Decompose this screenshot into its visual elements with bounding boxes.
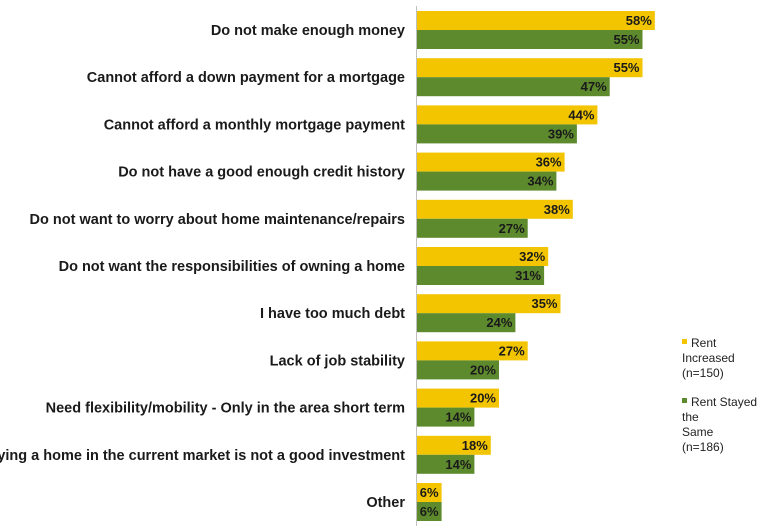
bar-rent-same xyxy=(417,30,643,49)
bar-rent-increased xyxy=(417,294,561,314)
data-label: 6% xyxy=(420,485,439,500)
data-label: 27% xyxy=(499,221,525,236)
legend-swatch-rent-increased xyxy=(682,339,687,344)
data-label: 6% xyxy=(420,504,439,519)
bar-rent-increased xyxy=(417,435,491,455)
data-label: 24% xyxy=(486,315,512,330)
data-label: 44% xyxy=(568,107,594,122)
bar-rent-same xyxy=(417,454,475,474)
category-label: Cannot afford a down payment for a mortg… xyxy=(87,70,405,86)
bar-rent-same xyxy=(417,360,499,380)
category-label: Cannot afford a monthly mortgage payment xyxy=(104,117,405,133)
bar-rent-same xyxy=(417,266,545,285)
data-label: 31% xyxy=(515,268,541,283)
legend-item-rent-increased: Rent Increased (n=150) xyxy=(682,336,758,381)
bar-rent-same xyxy=(417,124,577,144)
data-label: 38% xyxy=(544,202,570,217)
category-label: Do not make enough money xyxy=(211,23,405,39)
data-label: 55% xyxy=(613,32,639,47)
bars-group: Do not make enough money 58% 55% Cannot aff… xyxy=(0,11,655,521)
category-label: Need flexibility/mobility - Only in the … xyxy=(46,401,405,417)
data-label: 20% xyxy=(470,391,496,406)
data-label: 34% xyxy=(527,174,553,189)
bar-rent-increased xyxy=(417,388,499,408)
bar-rent-same xyxy=(417,218,528,238)
category-label: Buying a home in the current market is n… xyxy=(0,448,405,464)
data-label: 27% xyxy=(499,343,525,358)
bar-rent-same xyxy=(417,77,610,97)
data-label: 36% xyxy=(536,155,562,170)
legend-item-rent-same: Rent Stayed the Same (n=186) xyxy=(682,395,758,455)
legend: Rent Increased (n=150) Rent Stayed the S… xyxy=(682,336,758,463)
bar-rent-increased xyxy=(417,11,655,30)
data-label: 58% xyxy=(626,13,652,28)
category-label: Do not want to worry about home maintena… xyxy=(30,212,405,228)
bar-rent-same xyxy=(417,407,475,427)
bar-rent-increased xyxy=(417,247,549,266)
bar-rent-increased xyxy=(417,483,442,502)
data-label: 55% xyxy=(613,60,639,75)
data-label: 14% xyxy=(445,457,471,472)
legend-label-rent-increased-line2: (n=150) xyxy=(682,366,724,380)
data-label: 20% xyxy=(470,362,496,377)
legend-label-rent-same-line2: Same (n=186) xyxy=(682,425,724,454)
data-label: 32% xyxy=(519,249,545,264)
data-label: 14% xyxy=(445,410,471,425)
data-label: 18% xyxy=(462,438,488,453)
category-label: I have too much debt xyxy=(260,306,405,322)
data-label: 47% xyxy=(581,79,607,94)
bar-rent-increased xyxy=(417,58,643,78)
bar-rent-increased xyxy=(417,105,598,125)
data-label: 39% xyxy=(548,126,574,141)
category-label: Do not want the responsibilities of owni… xyxy=(59,259,405,275)
category-label: Other xyxy=(366,495,405,511)
bar-rent-same xyxy=(417,313,516,333)
bar-rent-increased xyxy=(417,341,528,361)
bar-rent-same xyxy=(417,502,442,521)
bar-rent-same xyxy=(417,171,557,191)
bar-rent-increased xyxy=(417,199,573,219)
legend-swatch-rent-same xyxy=(682,398,687,403)
category-label: Lack of job stability xyxy=(270,353,405,369)
data-label: 35% xyxy=(531,296,557,311)
legend-label-rent-increased-line1: Rent Increased xyxy=(682,336,735,365)
category-label: Do not have a good enough credit history xyxy=(118,165,405,181)
bar-rent-increased xyxy=(417,152,565,172)
legend-label-rent-same-line1: Rent Stayed the xyxy=(682,395,758,424)
